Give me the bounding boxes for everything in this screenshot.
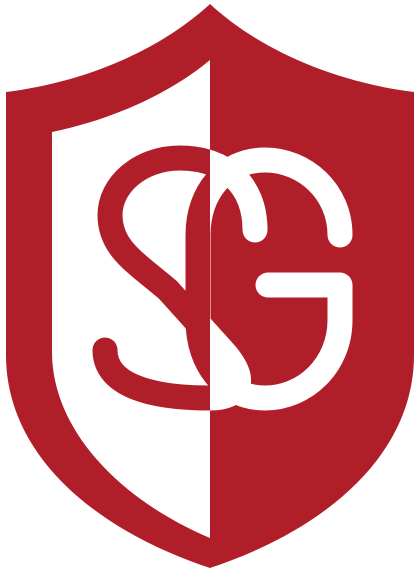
monogram-sg-icon	[92, 145, 353, 411]
shield-inner-panel-icon	[52, 60, 210, 538]
